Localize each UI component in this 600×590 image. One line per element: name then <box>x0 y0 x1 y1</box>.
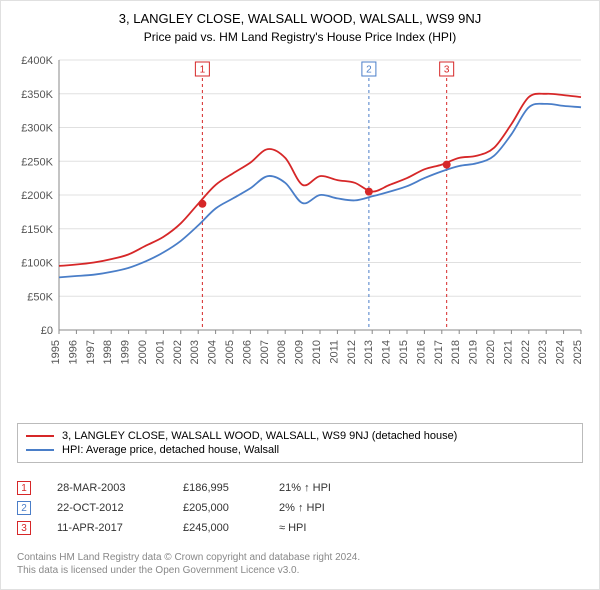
x-tick-label: 2014 <box>381 340 393 364</box>
page-subtitle: Price paid vs. HM Land Registry's House … <box>13 30 587 44</box>
x-tick-label: 2024 <box>555 340 567 364</box>
sale-date: 28-MAR-2003 <box>57 482 157 494</box>
x-tick-label: 1999 <box>120 340 132 364</box>
x-tick-label: 2007 <box>259 340 271 364</box>
x-tick-label: 2004 <box>207 340 219 364</box>
sale-date: 11-APR-2017 <box>57 522 157 534</box>
sale-delta: 21% ↑ HPI <box>279 482 583 494</box>
x-tick-label: 1996 <box>67 340 79 364</box>
page-title: 3, LANGLEY CLOSE, WALSALL WOOD, WALSALL,… <box>13 11 587 26</box>
x-tick-label: 1995 <box>50 340 62 364</box>
x-tick-label: 2017 <box>433 340 445 364</box>
x-tick-label: 2009 <box>294 340 306 364</box>
x-tick-label: 2012 <box>346 340 358 364</box>
x-tick-label: 2021 <box>502 340 514 364</box>
sale-price: £186,995 <box>183 482 253 494</box>
x-tick-label: 1997 <box>85 340 97 364</box>
y-tick-label: £0 <box>41 325 53 337</box>
y-tick-label: £250K <box>21 156 53 168</box>
sale-marker-number: 1 <box>200 65 206 76</box>
footer-attribution: Contains HM Land Registry data © Crown c… <box>17 551 583 577</box>
y-tick-label: £300K <box>21 123 53 135</box>
y-tick-label: £400K <box>21 55 53 67</box>
x-tick-label: 1998 <box>102 340 114 364</box>
sale-row-marker: 2 <box>17 501 31 515</box>
sale-date: 22-OCT-2012 <box>57 502 157 514</box>
sale-point <box>365 188 373 196</box>
y-tick-label: £150K <box>21 224 53 236</box>
y-tick-label: £350K <box>21 89 53 101</box>
x-tick-label: 2006 <box>241 340 253 364</box>
price-chart: £0 £50K £100K £150K £200K £250K £300K £350K £400… <box>13 52 587 415</box>
x-tick-label: 2001 <box>154 340 166 364</box>
legend-label: HPI: Average price, detached house, Wals… <box>62 444 279 456</box>
sale-row: 2 22-OCT-2012 £205,000 2% ↑ HPI <box>17 501 583 515</box>
sale-point <box>198 200 206 208</box>
x-tick-label: 2022 <box>520 340 532 364</box>
x-tick-label: 2016 <box>415 340 427 364</box>
x-tick-label: 2010 <box>311 340 323 364</box>
x-tick-label: 2011 <box>328 340 340 364</box>
sale-row: 1 28-MAR-2003 £186,995 21% ↑ HPI <box>17 481 583 495</box>
x-tick-label: 2008 <box>276 340 288 364</box>
x-tick-label: 2000 <box>137 340 149 364</box>
sale-row-marker: 1 <box>17 481 31 495</box>
x-tick-label: 2019 <box>468 340 480 364</box>
legend-item: HPI: Average price, detached house, Wals… <box>26 444 574 456</box>
y-tick-label: £200K <box>21 190 53 202</box>
sales-table: 1 28-MAR-2003 £186,995 21% ↑ HPI 2 22-OCT-201… <box>17 475 583 541</box>
x-tick-label: 2023 <box>537 340 549 364</box>
sale-marker-number: 3 <box>444 65 450 76</box>
chart-svg: £0 £50K £100K £150K £200K £250K £300K £350K £400… <box>13 52 589 372</box>
sale-row-marker: 3 <box>17 521 31 535</box>
sale-delta: ≈ HPI <box>279 522 583 534</box>
legend-item: 3, LANGLEY CLOSE, WALSALL WOOD, WALSALL,… <box>26 430 574 442</box>
x-tick-label: 2005 <box>224 340 236 364</box>
footer-line-1: Contains HM Land Registry data © Crown c… <box>17 551 583 564</box>
y-tick-label: £100K <box>21 258 53 270</box>
legend-swatch <box>26 449 54 451</box>
sale-price: £205,000 <box>183 502 253 514</box>
sale-marker-number: 2 <box>366 65 372 76</box>
y-tick-label: £50K <box>27 291 53 303</box>
x-tick-label: 2025 <box>572 340 584 364</box>
legend-label: 3, LANGLEY CLOSE, WALSALL WOOD, WALSALL,… <box>62 430 457 442</box>
x-tick-label: 2013 <box>363 340 375 364</box>
sale-row: 3 11-APR-2017 £245,000 ≈ HPI <box>17 521 583 535</box>
x-tick-label: 2003 <box>189 340 201 364</box>
footer-line-2: This data is licensed under the Open Gov… <box>17 564 583 577</box>
x-tick-label: 2018 <box>450 340 462 364</box>
sale-price: £245,000 <box>183 522 253 534</box>
x-tick-label: 2002 <box>172 340 184 364</box>
legend-swatch <box>26 435 54 437</box>
x-tick-label: 2020 <box>485 340 497 364</box>
x-tick-label: 2015 <box>398 340 410 364</box>
sale-delta: 2% ↑ HPI <box>279 502 583 514</box>
sale-point <box>443 161 451 169</box>
legend: 3, LANGLEY CLOSE, WALSALL WOOD, WALSALL,… <box>17 423 583 463</box>
